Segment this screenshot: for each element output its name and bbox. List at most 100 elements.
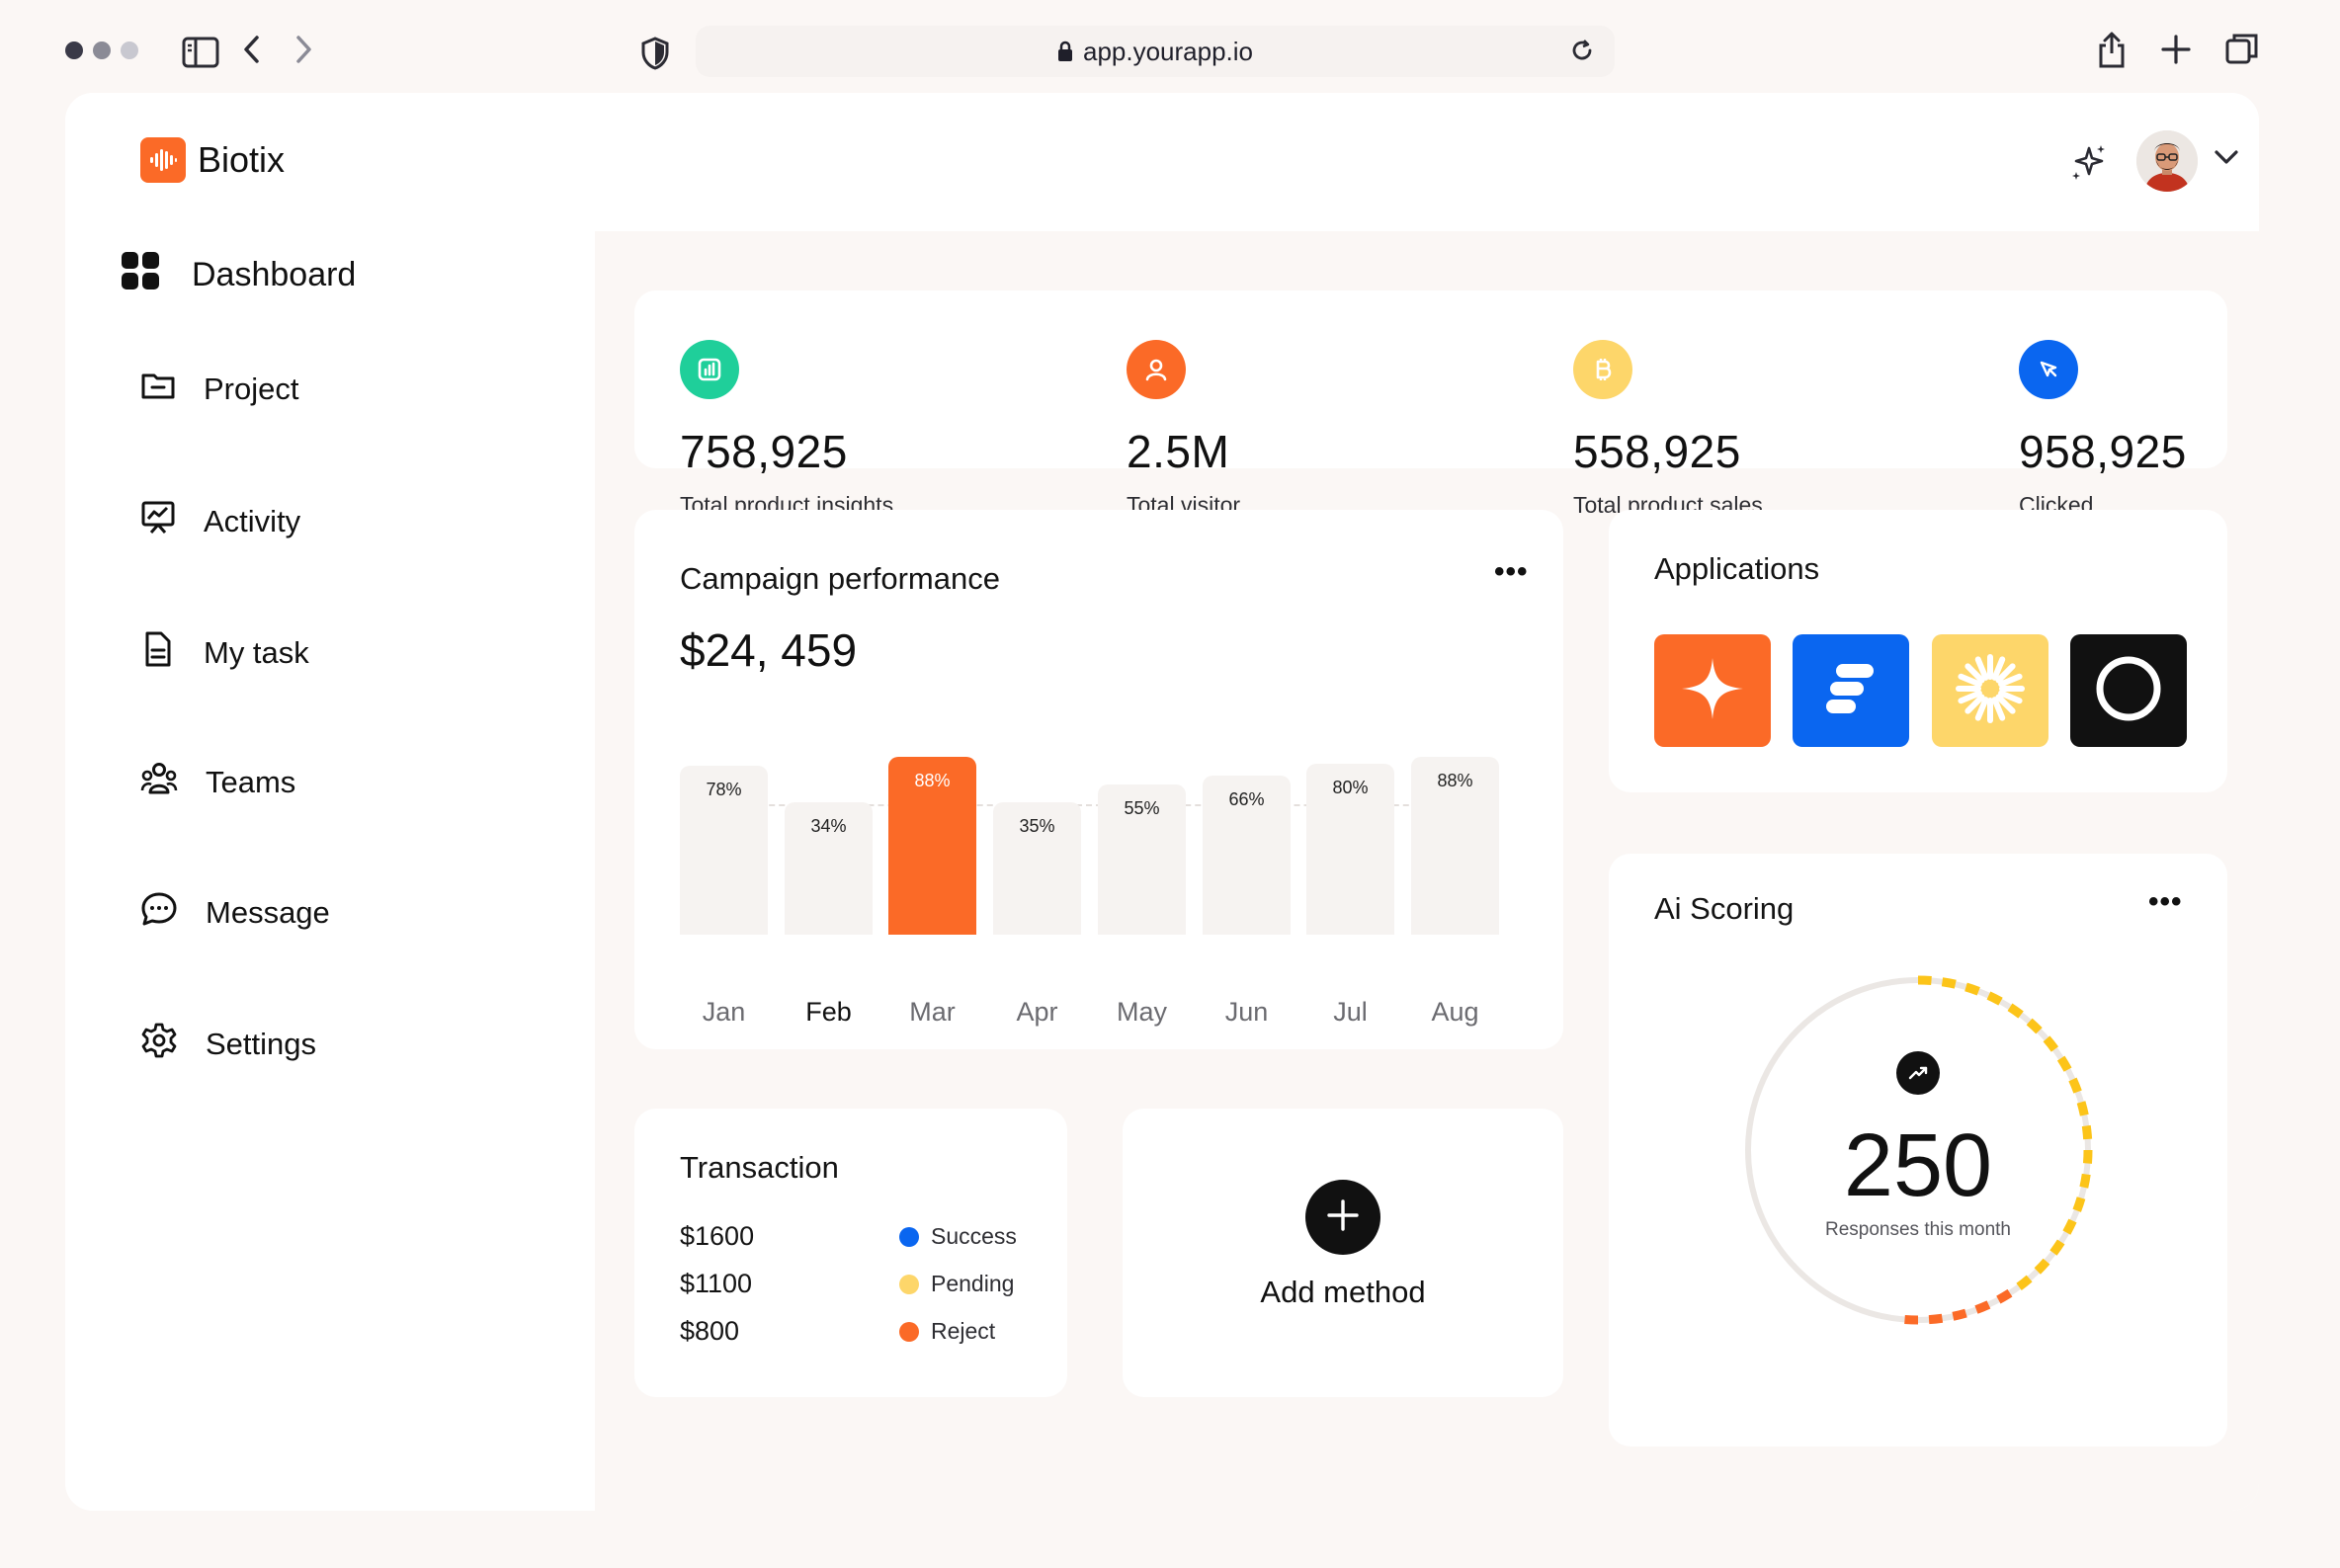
stat-value: 2.5M <box>1127 426 1230 477</box>
brand-logo[interactable]: Biotix <box>140 137 285 183</box>
transaction-amount: $1100 <box>680 1269 753 1298</box>
trend-up-icon <box>1896 1051 1940 1095</box>
app-tile-sunburst[interactable] <box>1932 634 2048 747</box>
chart-month-label[interactable]: Jul <box>1333 997 1368 1027</box>
gauge-tick <box>2016 1275 2033 1291</box>
sidebar-item-teams[interactable]: Teams <box>140 761 295 804</box>
legend-success: Success <box>899 1223 1017 1250</box>
window-maximize-dot[interactable] <box>121 41 138 59</box>
sidebar-toggle-icon[interactable] <box>182 36 219 69</box>
chart-month-label[interactable]: Jan <box>702 997 746 1027</box>
add-method-button[interactable] <box>1305 1180 1380 1255</box>
gauge-tick <box>2082 1149 2093 1164</box>
gauge-tick <box>2068 1077 2082 1094</box>
add-method-card[interactable]: Add method <box>1123 1109 1563 1397</box>
back-icon[interactable] <box>241 34 263 65</box>
tabs-overview-icon[interactable] <box>2225 32 2259 65</box>
bar-value-label: 78% <box>706 780 742 799</box>
bar-chart-icon <box>680 340 739 399</box>
main-content: 758,925 Total product insights 2.5M Tota… <box>595 231 2259 1511</box>
more-options-icon[interactable]: ••• <box>2148 885 2183 918</box>
sidebar-item-label: Activity <box>204 504 301 538</box>
avatar[interactable] <box>2136 130 2198 192</box>
forward-icon[interactable] <box>292 34 314 65</box>
chart-month-label[interactable]: Feb <box>805 997 852 1027</box>
bar-value-label: 80% <box>1332 778 1369 797</box>
presentation-chart-icon <box>140 500 176 543</box>
gauge-tick <box>2081 1124 2093 1140</box>
reload-icon[interactable] <box>1569 38 1595 70</box>
share-icon[interactable] <box>2097 30 2127 69</box>
app-tile-stacked[interactable] <box>1793 634 1909 747</box>
new-tab-icon[interactable] <box>2160 34 2192 65</box>
chart-bar-jul[interactable]: 80% <box>1306 764 1394 935</box>
gauge-tick <box>2026 1018 2043 1034</box>
sidebar-item-dashboard[interactable]: Dashboard <box>121 251 356 299</box>
chart-bar-jun[interactable]: 66% <box>1203 776 1291 935</box>
sidebar-item-message[interactable]: Message <box>140 891 330 935</box>
ai-sparkle-icon[interactable] <box>2069 142 2109 187</box>
add-method-label: Add method <box>1260 1275 1426 1309</box>
chart-bar-apr[interactable]: 35% <box>993 802 1081 935</box>
stat-insights: 758,925 Total product insights <box>680 340 893 519</box>
address-bar[interactable]: app.yourapp.io <box>696 26 1615 77</box>
shield-icon[interactable] <box>640 37 670 70</box>
chat-icon <box>140 891 178 935</box>
chart-bar-aug[interactable]: 88% <box>1411 757 1499 935</box>
stat-sales: 558,925 Total product sales <box>1573 340 1763 519</box>
legend-label: Pending <box>931 1271 1015 1296</box>
chart-month-label[interactable]: Jun <box>1224 997 1269 1027</box>
chart-month-label[interactable]: May <box>1116 997 1167 1027</box>
gauge-tick <box>1952 1308 1967 1321</box>
chevron-down-icon[interactable] <box>2214 148 2239 171</box>
gauge-tick <box>1941 977 1957 989</box>
chart-bar-mar[interactable]: 88% <box>888 757 976 935</box>
gauge-tick <box>2072 1197 2086 1212</box>
gauge-tick <box>1986 991 2003 1006</box>
sidebar: Dashboard Project Activity My task <box>65 231 595 1511</box>
gauge-tick <box>2007 1003 2024 1019</box>
document-icon <box>140 630 176 676</box>
users-icon <box>140 761 178 804</box>
plus-icon <box>1323 1196 1363 1240</box>
brand-mark-icon <box>140 137 186 183</box>
bar-value-label: 66% <box>1228 789 1265 809</box>
app-tile-sparkle[interactable] <box>1654 634 1771 747</box>
ai-scoring-title: Ai Scoring <box>1654 891 1795 926</box>
sidebar-item-label: Settings <box>206 1027 317 1061</box>
transaction-title: Transaction <box>680 1150 839 1185</box>
chart-month-label[interactable]: Mar <box>909 997 956 1027</box>
sparkle-star-icon <box>1678 654 1747 728</box>
status-dot <box>899 1274 919 1294</box>
status-dot <box>899 1226 919 1247</box>
score-value: 250 <box>1843 1116 1993 1215</box>
stats-card: 758,925 Total product insights 2.5M Tota… <box>634 290 2227 518</box>
chart-month-label[interactable]: Apr <box>1016 997 1058 1027</box>
window-minimize-dot[interactable] <box>93 41 111 59</box>
stat-clicked: 958,925 Clicked <box>2019 340 2187 519</box>
more-options-icon[interactable]: ••• <box>1494 555 1529 588</box>
legend-label: Reject <box>931 1318 996 1344</box>
gauge-tick <box>2049 1239 2065 1256</box>
app-header: Biotix <box>65 93 2259 231</box>
sidebar-item-project[interactable]: Project <box>140 370 298 409</box>
chart-bar-jan[interactable]: 78% <box>680 766 768 935</box>
chart-bar-feb[interactable]: 34% <box>785 802 873 935</box>
score-gauge <box>1745 975 2093 1325</box>
score-label: Responses this month <box>1825 1219 2011 1240</box>
chart-month-label[interactable]: Aug <box>1431 997 1479 1027</box>
sidebar-item-label: Message <box>206 895 330 930</box>
window-close-dot[interactable] <box>65 41 83 59</box>
sidebar-item-my-task[interactable]: My task <box>140 630 309 676</box>
cursor-icon <box>2019 340 2078 399</box>
folder-icon <box>140 370 176 409</box>
applications-title: Applications <box>1654 551 1820 586</box>
gauge-tick <box>1974 1300 1991 1314</box>
bar-value-label: 88% <box>914 771 951 790</box>
app-tile-ring[interactable] <box>2070 634 2187 747</box>
sidebar-item-settings[interactable]: Settings <box>140 1022 316 1067</box>
sidebar-item-activity[interactable]: Activity <box>140 500 300 543</box>
gauge-tick <box>2079 1173 2091 1189</box>
bar-value-label: 35% <box>1019 816 1055 836</box>
chart-bar-may[interactable]: 55% <box>1098 784 1186 935</box>
